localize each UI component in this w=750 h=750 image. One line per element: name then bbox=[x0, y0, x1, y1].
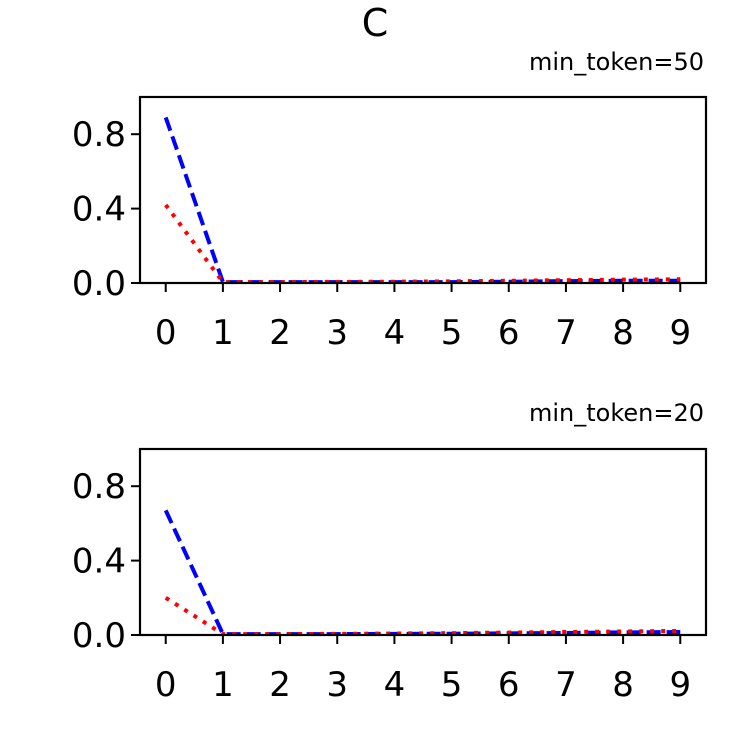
x-tick-label: 7 bbox=[555, 313, 577, 353]
x-tick-label: 9 bbox=[669, 665, 691, 705]
axes-frame bbox=[138, 447, 708, 637]
x-tick-label: 4 bbox=[384, 665, 406, 705]
panel-title: min_token=20 bbox=[529, 399, 704, 427]
series-line-dotted bbox=[164, 596, 681, 635]
figure-title: C bbox=[362, 1, 389, 45]
y-tick-label: 0.0 bbox=[72, 264, 126, 304]
chart-panel-2: min_token=20 0 1 2 3 4 5 6 7 8 9 0.0 0.4 0.8 bbox=[72, 399, 708, 705]
x-tick-label: 6 bbox=[498, 665, 520, 705]
x-tick-label: 2 bbox=[269, 665, 291, 705]
axes-frame bbox=[138, 95, 708, 285]
y-tick-label: 0.8 bbox=[72, 467, 126, 507]
x-tick-label: 5 bbox=[441, 665, 463, 705]
y-tick-label: 0.0 bbox=[72, 616, 126, 656]
panel-title: min_token=50 bbox=[529, 48, 704, 76]
x-tick-label: 7 bbox=[555, 665, 577, 705]
x-tick-label: 9 bbox=[669, 313, 691, 353]
x-tick-label: 8 bbox=[612, 665, 634, 705]
x-tick-label: 5 bbox=[441, 313, 463, 353]
y-tick-label: 0.4 bbox=[72, 190, 126, 230]
x-tick-label: 1 bbox=[212, 313, 234, 353]
x-tick-label: 2 bbox=[269, 313, 291, 353]
x-tick-label: 1 bbox=[212, 665, 234, 705]
x-tick-label: 6 bbox=[498, 313, 520, 353]
y-tick-label: 0.4 bbox=[72, 542, 126, 582]
x-tick-label: 8 bbox=[612, 313, 634, 353]
x-tick-label: 3 bbox=[326, 665, 348, 705]
x-tick-label: 0 bbox=[155, 313, 177, 353]
chart-panel-1: min_token=50 0 1 2 3 4 5 6 7 8 9 0.0 0.4 0.8 bbox=[72, 48, 708, 353]
x-tick-label: 4 bbox=[384, 313, 406, 353]
x-tick-label: 3 bbox=[326, 313, 348, 353]
x-tick-label: 0 bbox=[155, 665, 177, 705]
y-tick-label: 0.8 bbox=[72, 115, 126, 155]
